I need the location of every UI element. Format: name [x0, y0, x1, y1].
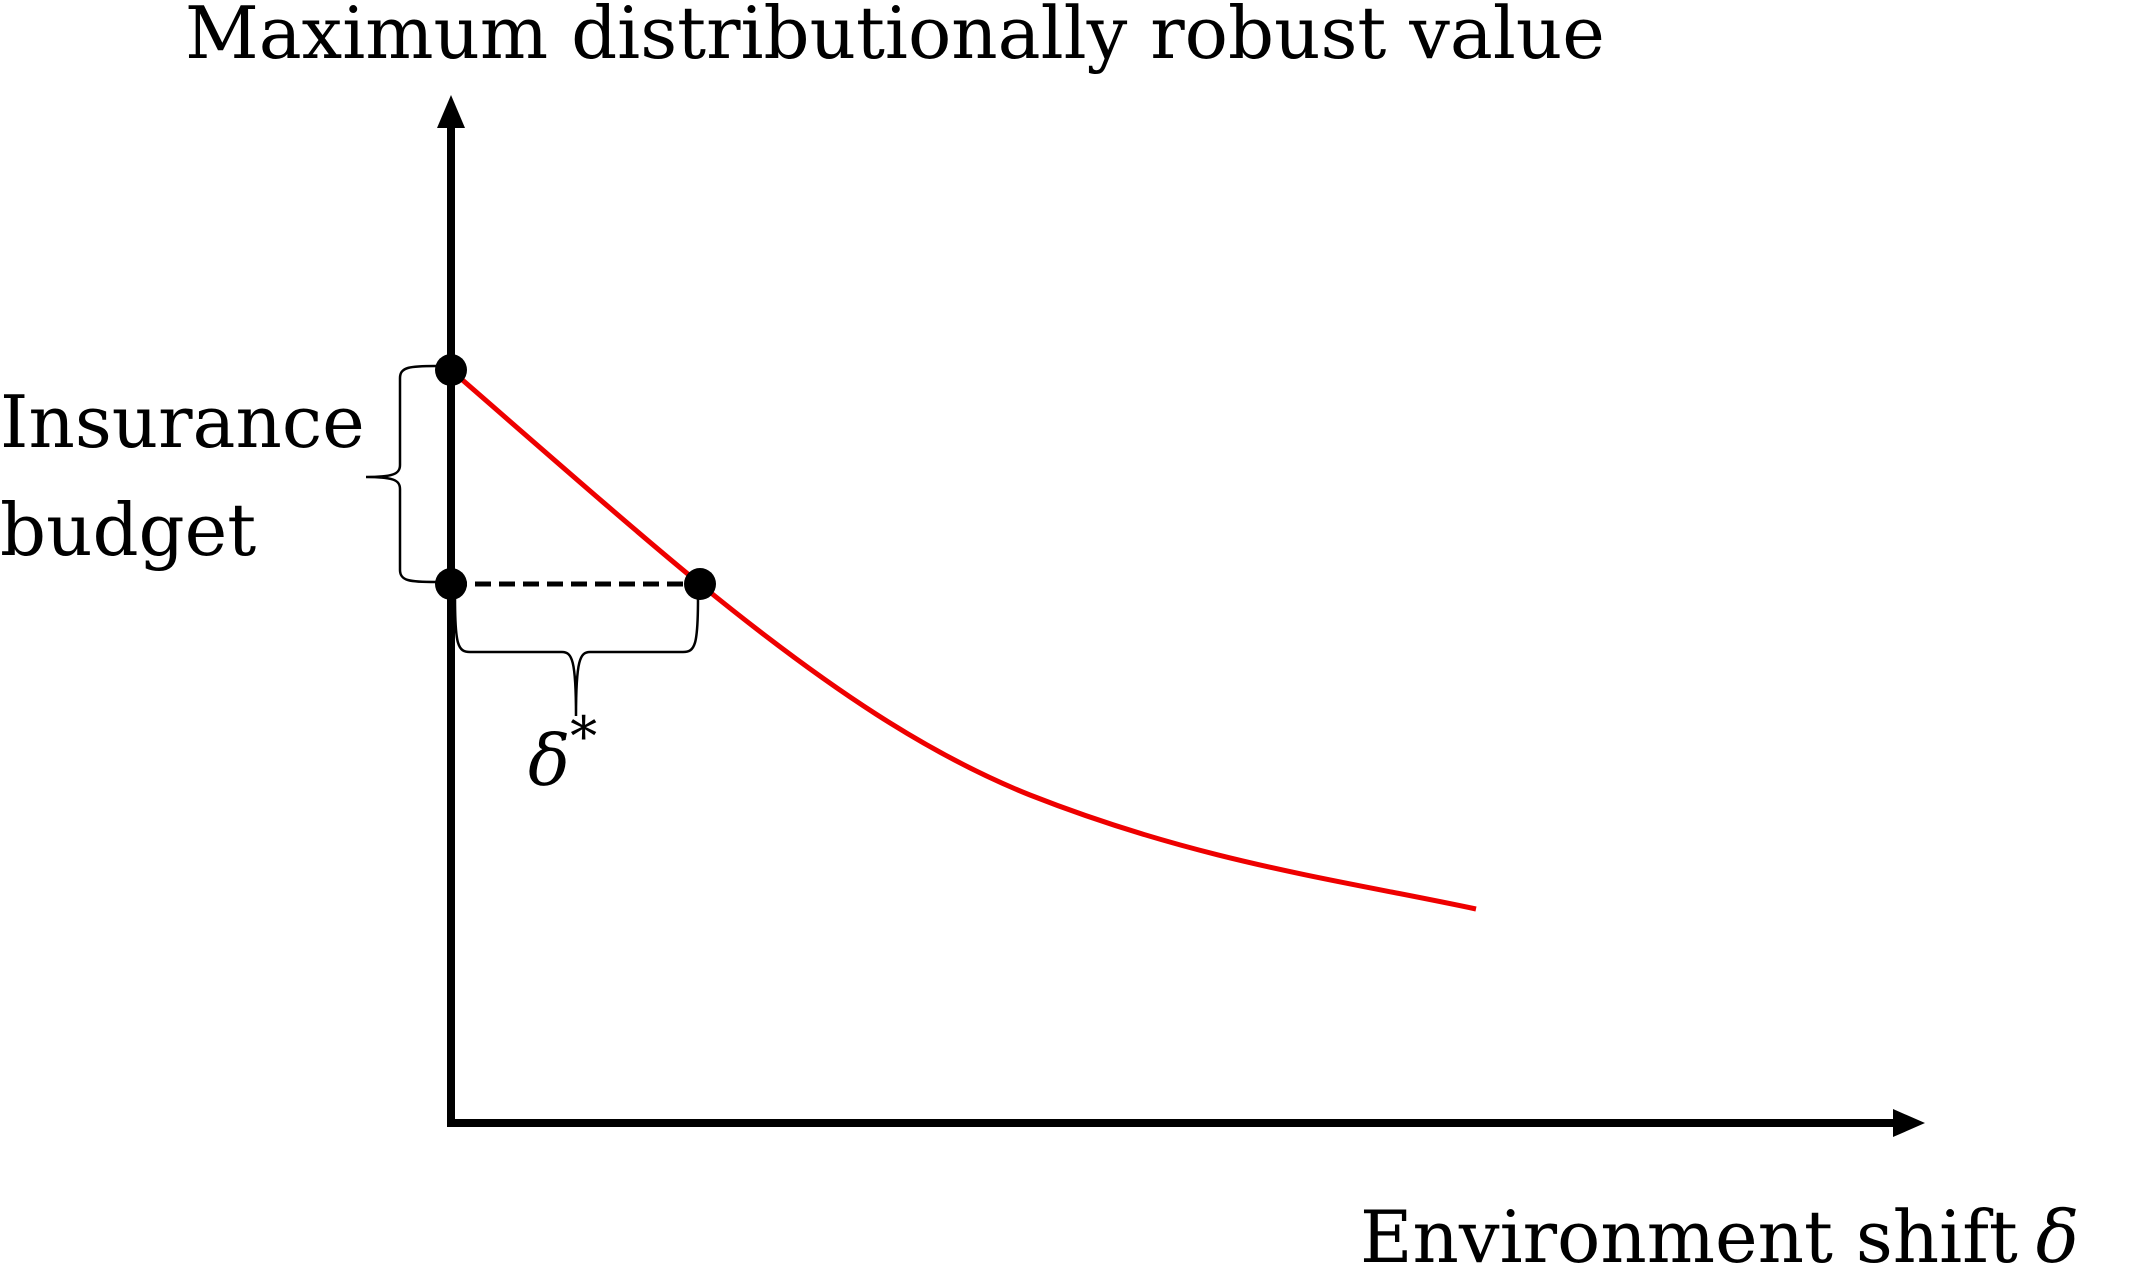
x-axis-label-text: Environment shift — [1360, 1195, 2018, 1267]
delta-star-brace — [453, 597, 700, 717]
x-axis-arrowhead — [1893, 1109, 1925, 1137]
top-intercept-point — [435, 354, 467, 386]
y-axis-arrowhead — [437, 95, 465, 128]
x-axis-symbol: δ — [2036, 1195, 2079, 1267]
delta-star-label: δ* — [528, 705, 597, 802]
delta-star-superscript: * — [570, 705, 597, 768]
insurance-budget-label-line1: Insurance — [0, 380, 365, 464]
insurance-budget-brace — [365, 364, 437, 584]
delta-star-symbol: δ — [528, 720, 570, 802]
insurance-budget-label-line2: budget — [0, 488, 256, 572]
y-axis-label: Maximum distributionally robust value — [185, 0, 1605, 75]
curve-intersection-point — [684, 568, 716, 600]
x-axis-label: Environment shift δ — [1360, 1195, 2079, 1267]
robust-value-curve — [449, 368, 1477, 912]
lower-intercept-point — [435, 568, 467, 600]
